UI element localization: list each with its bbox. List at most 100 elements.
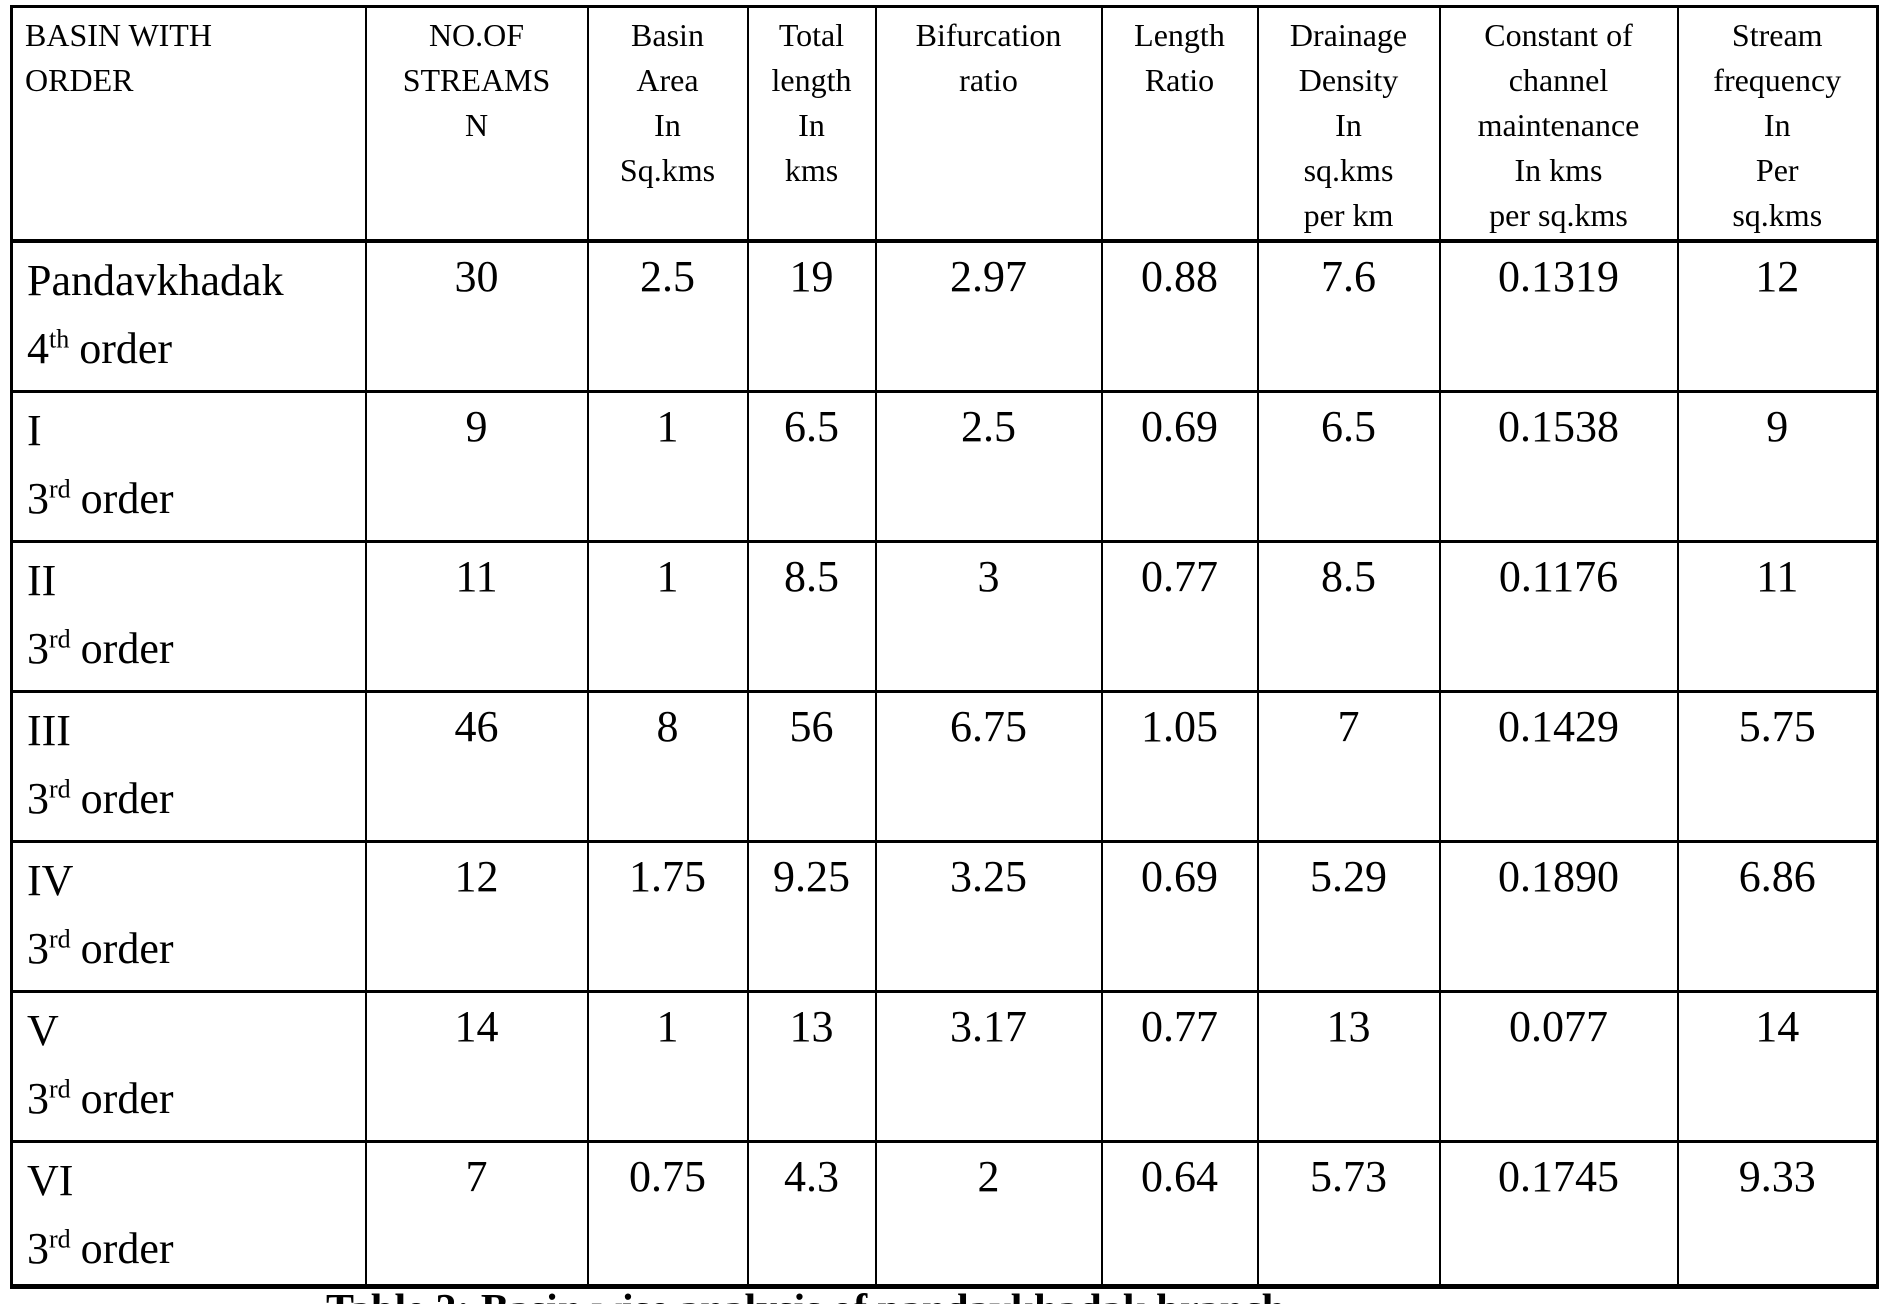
table-header-row: BASIN WITH ORDER NO.OF STREAMS N Basin A…: [10, 5, 1879, 243]
value-cell: 2: [874, 1139, 1103, 1289]
basin-name: VI: [27, 1155, 74, 1205]
basin-order-cell: V 3rd order: [10, 989, 367, 1143]
value-cell: 9: [364, 389, 589, 543]
value-cell: 30: [364, 239, 589, 393]
col-header-length-ratio: Length Ratio: [1100, 5, 1259, 243]
table-row: II 3rd order 11 1 8.5 3 0.77 8.5 0.1176 1…: [10, 539, 1879, 693]
value-cell: 3.17: [874, 989, 1103, 1143]
value-cell: 3: [874, 539, 1103, 693]
basin-order-cell: VI 3rd order: [10, 1139, 367, 1289]
value-cell: 3.25: [874, 839, 1103, 993]
value-cell: 8: [586, 689, 749, 843]
basin-order-cell: III 3rd order: [10, 689, 367, 843]
basin-name: III: [27, 705, 71, 755]
value-cell: 4.3: [746, 1139, 877, 1289]
value-cell: 0.1429: [1438, 689, 1679, 843]
table-row: IV 3rd order 12 1.75 9.25 3.25 0.69 5.29 …: [10, 839, 1879, 993]
value-cell: 1.05: [1100, 689, 1259, 843]
value-cell: 0.88: [1100, 239, 1259, 393]
value-cell: 1: [586, 389, 749, 543]
value-cell: 9.33: [1676, 1139, 1879, 1289]
basin-morphometry-table: BASIN WITH ORDER NO.OF STREAMS N Basin A…: [10, 5, 1879, 1289]
col-header-stream-frequency: Stream frequency In Per sq.kms: [1676, 5, 1879, 243]
col-header-no-of-streams: NO.OF STREAMS N: [364, 5, 589, 243]
value-cell: 5.29: [1256, 839, 1441, 993]
value-cell: 0.69: [1100, 389, 1259, 543]
value-cell: 12: [1676, 239, 1879, 393]
ordinal-suffix: rd: [49, 924, 71, 954]
basin-order-cell: Pandavkhadak 4th order: [10, 239, 367, 393]
ordinal-suffix: rd: [49, 1074, 71, 1104]
value-cell: 0.077: [1438, 989, 1679, 1143]
table-row: Pandavkhadak 4th order 30 2.5 19 2.97 0.8…: [10, 239, 1879, 393]
value-cell: 8.5: [746, 539, 877, 693]
basin-name: I: [27, 405, 42, 455]
ordinal-suffix: th: [49, 324, 70, 354]
value-cell: 2.5: [586, 239, 749, 393]
col-header-bifurcation-ratio: Bifurcation ratio: [874, 5, 1103, 243]
value-cell: 12: [364, 839, 589, 993]
value-cell: 14: [364, 989, 589, 1143]
value-cell: 7: [364, 1139, 589, 1289]
basin-order-cell: II 3rd order: [10, 539, 367, 693]
value-cell: 2.5: [874, 389, 1103, 543]
value-cell: 13: [746, 989, 877, 1143]
ordinal-suffix: rd: [49, 474, 71, 504]
value-cell: 0.64: [1100, 1139, 1259, 1289]
basin-name: II: [27, 555, 57, 605]
ordinal-suffix: rd: [49, 624, 71, 654]
col-header-basin-area: Basin Area In Sq.kms: [586, 5, 749, 243]
table-row: V 3rd order 14 1 13 3.17 0.77 13 0.077 14: [10, 989, 1879, 1143]
value-cell: 5.73: [1256, 1139, 1441, 1289]
table-row: III 3rd order 46 8 56 6.75 1.05 7 0.1429 …: [10, 689, 1879, 843]
value-cell: 0.1176: [1438, 539, 1679, 693]
value-cell: 0.69: [1100, 839, 1259, 993]
value-cell: 6.5: [746, 389, 877, 543]
basin-order-cell: IV 3rd order: [10, 839, 367, 993]
value-cell: 0.77: [1100, 539, 1259, 693]
value-cell: 1: [586, 989, 749, 1143]
value-cell: 0.77: [1100, 989, 1259, 1143]
ordinal-suffix: rd: [49, 774, 71, 804]
value-cell: 0.1745: [1438, 1139, 1679, 1289]
table-caption: Table 2: Basin wise analysis of pandavkh…: [326, 1286, 1285, 1304]
col-header-total-length: Total length In kms: [746, 5, 877, 243]
value-cell: 56: [746, 689, 877, 843]
basin-order: 3rd order: [27, 473, 174, 523]
value-cell: 0.1890: [1438, 839, 1679, 993]
value-cell: 6.86: [1676, 839, 1879, 993]
value-cell: 13: [1256, 989, 1441, 1143]
basin-name: V: [27, 1005, 59, 1055]
value-cell: 0.75: [586, 1139, 749, 1289]
value-cell: 11: [1676, 539, 1879, 693]
table-row: VI 3rd order 7 0.75 4.3 2 0.64 5.73 0.174…: [10, 1139, 1879, 1289]
value-cell: 5.75: [1676, 689, 1879, 843]
value-cell: 6.75: [874, 689, 1103, 843]
value-cell: 8.5: [1256, 539, 1441, 693]
value-cell: 0.1319: [1438, 239, 1679, 393]
basin-name: IV: [27, 855, 74, 905]
col-header-basin-with-order: BASIN WITH ORDER: [10, 5, 367, 243]
value-cell: 7: [1256, 689, 1441, 843]
value-cell: 1: [586, 539, 749, 693]
basin-name: Pandavkhadak: [27, 256, 284, 305]
value-cell: 11: [364, 539, 589, 693]
basin-order-cell: I 3rd order: [10, 389, 367, 543]
basin-order: 3rd order: [27, 1223, 174, 1273]
col-header-drainage-density: Drainage Density In sq.kms per km: [1256, 5, 1441, 243]
basin-order: 3rd order: [27, 773, 174, 823]
value-cell: 1.75: [586, 839, 749, 993]
value-cell: 19: [746, 239, 877, 393]
value-cell: 7.6: [1256, 239, 1441, 393]
ordinal-suffix: rd: [49, 1224, 71, 1254]
value-cell: 9: [1676, 389, 1879, 543]
value-cell: 0.1538: [1438, 389, 1679, 543]
basin-order: 3rd order: [27, 623, 174, 673]
value-cell: 9.25: [746, 839, 877, 993]
value-cell: 46: [364, 689, 589, 843]
col-header-constant-channel-maintenance: Constant of channel maintenance In kms p…: [1438, 5, 1679, 243]
basin-order: 4th order: [27, 324, 173, 374]
value-cell: 6.5: [1256, 389, 1441, 543]
basin-order: 3rd order: [27, 1073, 174, 1123]
